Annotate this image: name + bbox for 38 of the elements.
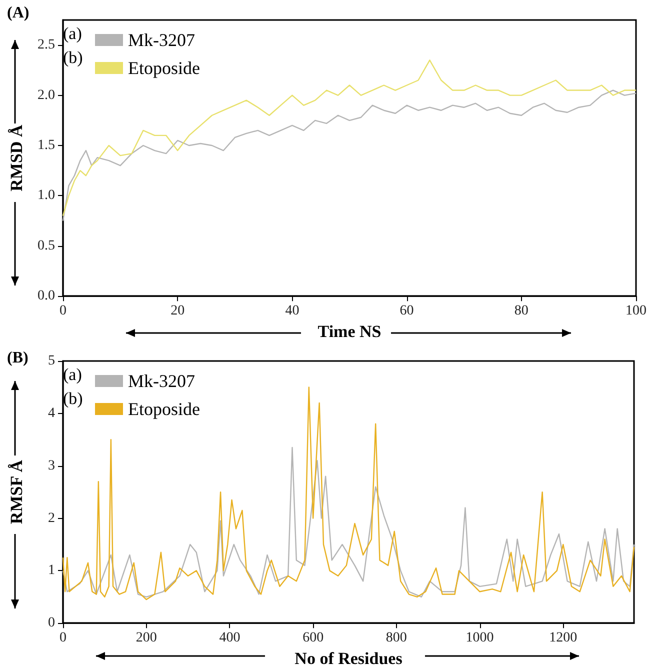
x-tick-label: 1000 bbox=[466, 630, 494, 646]
y-tick-label: 2.0 bbox=[38, 88, 55, 103]
line-series bbox=[62, 90, 637, 222]
legend-label: Etoposide bbox=[128, 399, 200, 419]
x-tick-label: 0 bbox=[60, 304, 66, 319]
x-tick-label: 200 bbox=[136, 630, 157, 646]
x-tick-label: 60 bbox=[400, 304, 414, 319]
x-axis-title: Time NS bbox=[318, 322, 382, 341]
chart-title: (B) bbox=[7, 350, 28, 366]
chart-title: (A) bbox=[7, 4, 30, 22]
x-tick-label: 800 bbox=[386, 630, 407, 646]
y-tick-label: 1.5 bbox=[38, 138, 55, 153]
legend-label: Etoposide bbox=[128, 58, 200, 78]
line-series bbox=[62, 446, 635, 598]
x-tick-label: 100 bbox=[626, 304, 646, 319]
x-axis-title: No of Residues bbox=[294, 649, 403, 668]
y-tick-label: 0 bbox=[48, 616, 55, 631]
y-axis-title: RMSD Å bbox=[7, 124, 26, 192]
x-tick-label: 80 bbox=[514, 304, 528, 319]
x-tick-label: 600 bbox=[302, 630, 324, 646]
y-tick-label: 3 bbox=[48, 458, 55, 474]
line-series bbox=[62, 386, 635, 600]
y-tick-label: 1 bbox=[48, 563, 55, 578]
x-tick-label: 400 bbox=[219, 630, 240, 646]
x-tick-label: 20 bbox=[170, 304, 185, 319]
y-tick-label: 0.5 bbox=[38, 238, 55, 254]
y-tick-label: 2.5 bbox=[38, 38, 55, 53]
y-tick-label: 5 bbox=[48, 354, 55, 368]
x-tick-label: 0 bbox=[60, 630, 66, 646]
legend-label: Mk-3207 bbox=[128, 371, 195, 391]
x-tick-label: 1200 bbox=[549, 630, 578, 646]
y-tick-label: 1.0 bbox=[38, 188, 55, 204]
y-tick-label: 0.0 bbox=[38, 288, 55, 304]
x-tick-label: 40 bbox=[285, 304, 300, 319]
y-axis-title: RMSF Å bbox=[7, 459, 26, 524]
y-tick-label: 2 bbox=[48, 510, 55, 526]
y-tick-label: 4 bbox=[48, 406, 55, 421]
legend-label: Mk-3207 bbox=[128, 30, 195, 50]
